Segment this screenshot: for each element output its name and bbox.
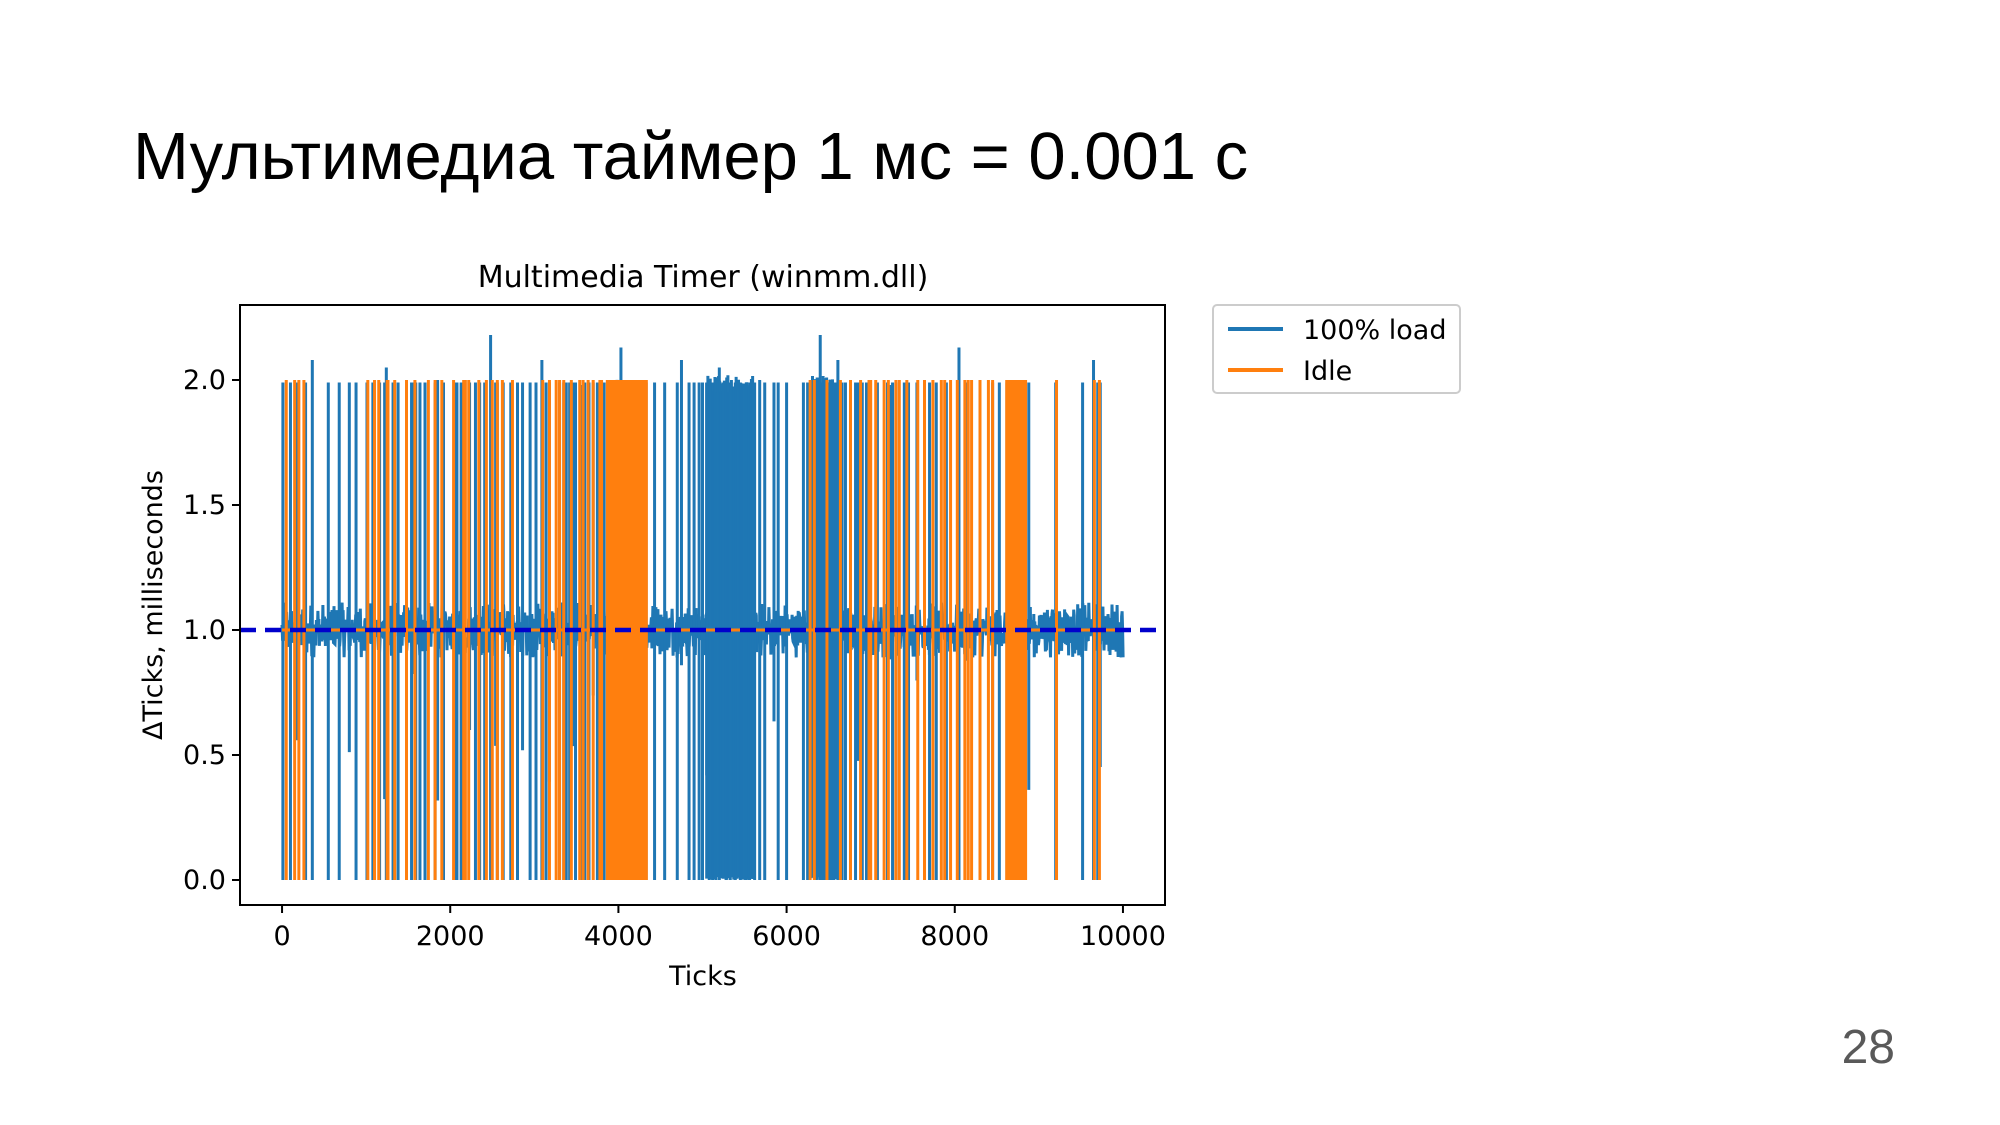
y-axis: 0.0 0.5 1.0 1.5 2.0 (183, 365, 240, 896)
y-axis-label: ΔTicks, milliseconds (138, 470, 169, 740)
x-tick-label: 0 (273, 921, 290, 952)
x-tick-label: 10000 (1080, 921, 1166, 952)
x-tick-label: 6000 (752, 921, 821, 952)
x-axis-label: Ticks (668, 961, 737, 992)
plot-frame (239, 304, 1166, 906)
y-tick-label: 2.0 (183, 365, 226, 396)
y-tick-label: 0.0 (183, 865, 226, 896)
legend: 100% load Idle (1212, 304, 1461, 394)
slide-title: Мультимедиа таймер 1 мс = 0.001 с (133, 119, 1249, 194)
x-tick-label: 4000 (584, 921, 653, 952)
y-tick-label: 0.5 (183, 740, 226, 771)
x-tick-label: 8000 (920, 921, 989, 952)
y-tick-label: 1.0 (183, 615, 226, 646)
x-axis: 0 2000 4000 6000 8000 10000 (273, 905, 1166, 952)
page-number: 28 (1841, 1021, 1895, 1074)
y-tick-label: 1.5 (183, 490, 226, 521)
legend-label-load: 100% load (1303, 315, 1446, 346)
x-tick-label: 2000 (416, 921, 485, 952)
series-layer (240, 335, 1165, 880)
chart-title: Multimedia Timer (winmm.dll) (478, 260, 929, 295)
legend-label-idle: Idle (1303, 356, 1352, 387)
